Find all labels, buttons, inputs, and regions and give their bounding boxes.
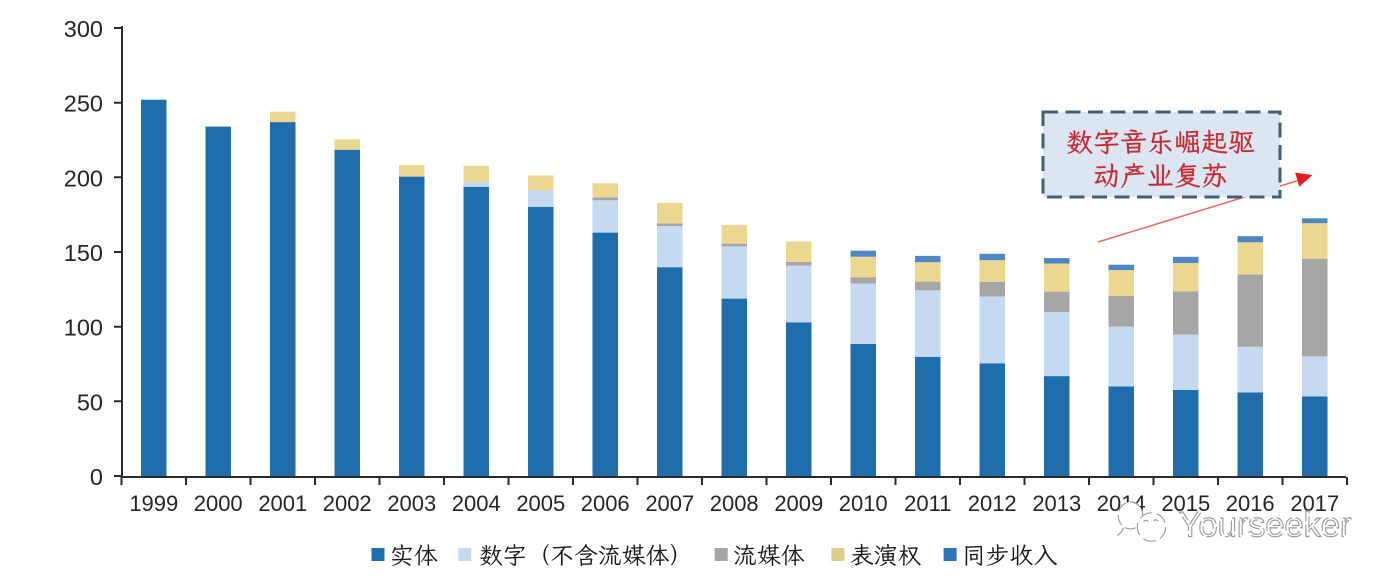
svg-text:2000: 2000 bbox=[194, 491, 243, 516]
svg-text:2003: 2003 bbox=[387, 491, 436, 516]
svg-text:1999: 1999 bbox=[129, 491, 178, 516]
svg-text:2016: 2016 bbox=[1226, 491, 1275, 516]
svg-text:2015: 2015 bbox=[1161, 491, 1210, 516]
svg-text:2004: 2004 bbox=[452, 491, 501, 516]
svg-text:2012: 2012 bbox=[968, 491, 1017, 516]
svg-text:Yourseeker: Yourseeker bbox=[1179, 506, 1352, 545]
svg-text:300: 300 bbox=[64, 16, 103, 42]
svg-text:2009: 2009 bbox=[774, 491, 823, 516]
svg-text:200: 200 bbox=[64, 165, 103, 191]
svg-text:2002: 2002 bbox=[323, 491, 372, 516]
svg-text:2010: 2010 bbox=[839, 491, 888, 516]
svg-text:2011: 2011 bbox=[904, 491, 951, 516]
svg-text:2017: 2017 bbox=[1290, 491, 1339, 516]
svg-text:2013: 2013 bbox=[1032, 491, 1081, 516]
svg-text:50: 50 bbox=[77, 389, 103, 415]
svg-text:100: 100 bbox=[64, 315, 103, 341]
svg-text:2005: 2005 bbox=[516, 491, 565, 516]
svg-text:0: 0 bbox=[90, 464, 103, 490]
svg-text:250: 250 bbox=[64, 91, 103, 117]
svg-text:2007: 2007 bbox=[645, 491, 694, 516]
svg-text:2008: 2008 bbox=[710, 491, 759, 516]
svg-text:2001: 2001 bbox=[258, 491, 307, 516]
svg-text:2006: 2006 bbox=[581, 491, 630, 516]
svg-text:150: 150 bbox=[64, 240, 103, 266]
